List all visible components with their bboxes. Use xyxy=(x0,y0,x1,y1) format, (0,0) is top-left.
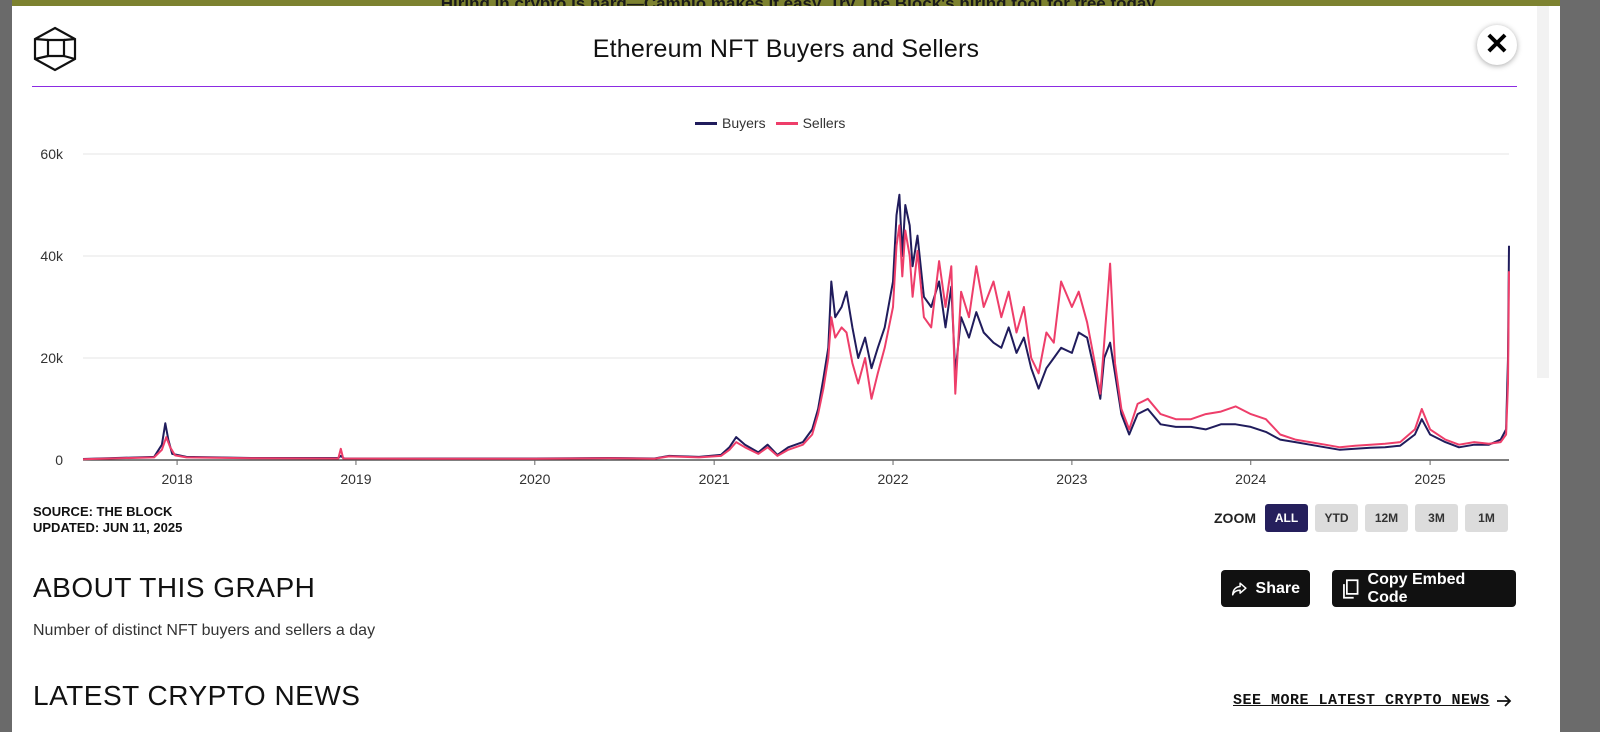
share-label: Share xyxy=(1255,579,1300,597)
header-divider xyxy=(32,86,1517,87)
about-title: ABOUT THIS GRAPH xyxy=(33,572,316,603)
copy-embed-code-button[interactable]: Copy Embed Code xyxy=(1332,570,1516,607)
x-tick-label-7: 2025 xyxy=(1415,471,1446,487)
legend-item-buyers[interactable]: Buyers xyxy=(695,115,766,131)
series-line-buyers xyxy=(82,193,1510,460)
share-button[interactable]: Share xyxy=(1221,570,1310,607)
see-more-news-link[interactable]: SEE MORE LATEST CRYPTO NEWS xyxy=(1233,692,1512,709)
legend-swatch-sellers xyxy=(775,121,798,125)
news-title: LATEST CRYPTO NEWS xyxy=(33,680,361,711)
copy-embed-label: Copy Embed Code xyxy=(1367,570,1466,606)
zoom-all-button[interactable]: ALL xyxy=(1265,504,1308,532)
legend-label-sellers: Sellers xyxy=(802,115,846,131)
zoom-label: ZOOM xyxy=(1214,510,1256,526)
zoom-3m-button[interactable]: 3M xyxy=(1415,504,1458,532)
about-description: Number of distinct NFT buyers and seller… xyxy=(33,622,376,639)
chart-modal: Ethereum NFT Buyers and Sellers ✕ Buyers… xyxy=(12,6,1560,732)
x-tick-label-0: 2018 xyxy=(162,471,193,487)
close-icon: ✕ xyxy=(1484,28,1510,61)
zoom-12m-button[interactable]: 12M xyxy=(1365,504,1408,532)
x-tick-label-1: 2019 xyxy=(340,471,371,487)
chart-source: SOURCE: THE BLOCK UPDATED: JUN 11, 2025 xyxy=(33,504,182,536)
page-backdrop-left xyxy=(0,0,12,732)
chart-title: Ethereum NFT Buyers and Sellers xyxy=(592,35,980,63)
series-line-sellers xyxy=(82,224,1510,461)
page-backdrop-right xyxy=(1560,0,1600,732)
x-tick-label-5: 2023 xyxy=(1056,471,1087,487)
source-text: SOURCE: THE BLOCK xyxy=(33,504,173,519)
y-tick-label-1: 20k xyxy=(40,350,64,366)
x-tick-label-3: 2021 xyxy=(699,471,730,487)
x-tick-label-6: 2024 xyxy=(1235,471,1266,487)
legend-swatch-buyers xyxy=(695,121,717,125)
copy-icon xyxy=(1343,578,1359,599)
updated-text: UPDATED: JUN 11, 2025 xyxy=(33,520,183,535)
chart-legend: Buyers Sellers xyxy=(695,115,845,131)
modal-scrollbar[interactable] xyxy=(1537,6,1549,378)
x-tick-label-4: 2022 xyxy=(877,471,908,487)
zoom-ytd-button[interactable]: YTD xyxy=(1315,504,1358,532)
line-chart[interactable]: 0 20k 40k 60k 2018 2019 2020 2021 2022 2023 2024 20… xyxy=(12,136,1560,496)
arrow-right-icon xyxy=(1496,694,1511,707)
the-block-cube-logo[interactable] xyxy=(32,26,78,72)
legend-label-buyers: Buyers xyxy=(722,115,766,131)
legend-item-sellers[interactable]: Sellers xyxy=(775,115,846,131)
y-tick-label-2: 40k xyxy=(40,248,64,264)
x-tick-label-2: 2020 xyxy=(519,471,550,487)
y-tick-label-0: 0 xyxy=(55,452,63,468)
share-arrow-icon xyxy=(1231,581,1247,596)
zoom-controls: ZOOM ALL YTD 12M 3M 1M xyxy=(1214,504,1508,532)
close-button[interactable]: ✕ xyxy=(1477,25,1517,65)
y-tick-label-3: 60k xyxy=(40,146,64,162)
zoom-1m-button[interactable]: 1M xyxy=(1465,504,1508,532)
see-more-label: SEE MORE LATEST CRYPTO NEWS xyxy=(1233,692,1490,709)
